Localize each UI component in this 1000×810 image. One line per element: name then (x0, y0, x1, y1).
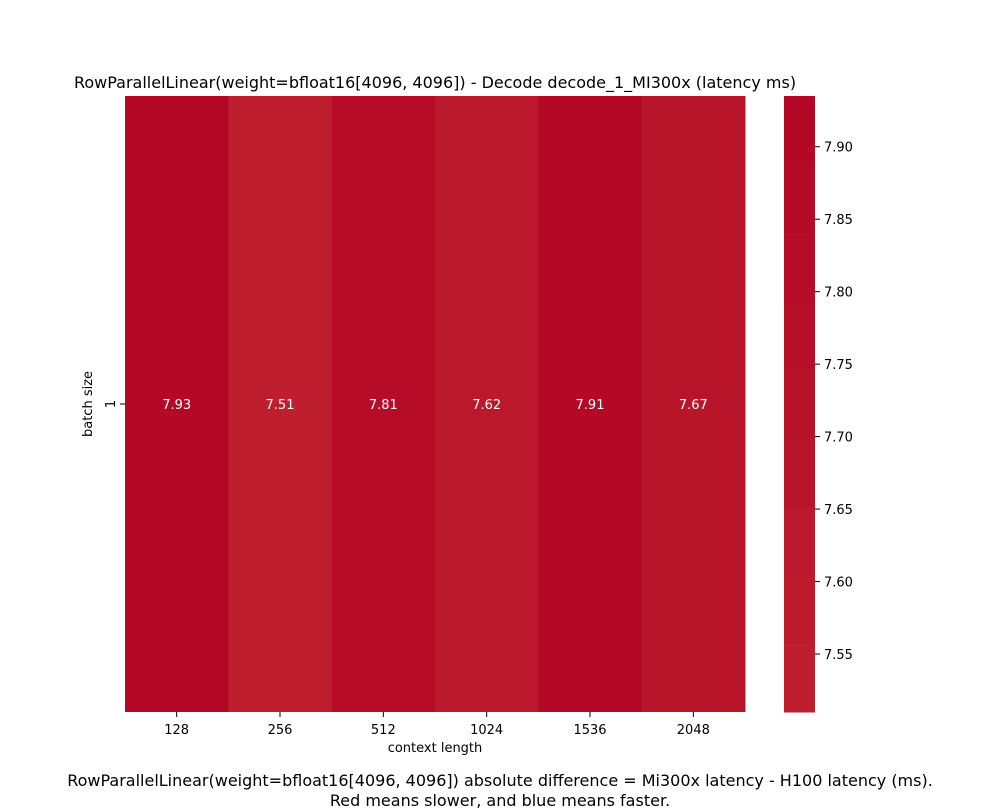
heatmap-chart: RowParallelLinear(weight=bfloat16[4096, … (74, 73, 853, 756)
colorbar-band (784, 575, 815, 645)
colorbar-tick-label: 7.85 (824, 213, 853, 228)
colorbar-tick-label: 7.80 (824, 286, 853, 301)
cell-value-label: 7.93 (162, 398, 191, 413)
colorbar-band (784, 96, 815, 165)
caption-line-1: RowParallelLinear(weight=bfloat16[4096, … (67, 771, 933, 790)
colorbar-tick-label: 7.55 (824, 648, 853, 663)
colorbar-tick-label: 7.65 (824, 503, 853, 518)
heatmap-cell (435, 96, 539, 712)
heatmap-cell (641, 96, 746, 712)
caption-line-2: Red means slower, and blue means faster. (329, 791, 671, 810)
cell-value-label: 7.91 (576, 398, 605, 413)
x-axis-label: context length (388, 741, 483, 756)
y-tick-label: 1 (104, 400, 119, 408)
heatmap-cell (125, 96, 229, 712)
colorbar-tick-label: 7.90 (824, 141, 853, 156)
colorbar-band (784, 643, 815, 713)
colorbar-band (784, 438, 815, 508)
heatmap-cell (228, 96, 333, 712)
cell-value-label: 7.67 (679, 398, 708, 413)
cell-value-label: 7.51 (266, 398, 295, 413)
x-tick-label: 2048 (677, 723, 710, 738)
cell-value-label: 7.62 (472, 398, 501, 413)
y-axis-label: batch size (81, 371, 96, 437)
colorbar-tick-label: 7.75 (824, 358, 853, 373)
cell-value-labels: 7.93 7.51 7.81 7.62 7.91 7.67 (162, 398, 708, 413)
heatmap-cell (538, 96, 643, 712)
colorbar-tick-label: 7.60 (824, 576, 853, 591)
colorbar-tick-label: 7.70 (824, 431, 853, 446)
x-tick-label: 1536 (573, 723, 606, 738)
colorbar-band (784, 232, 815, 302)
heatmap-cell (331, 96, 436, 712)
colorbar-ticks: 7.55 7.60 7.65 7.70 7.75 7.80 7.85 7.90 (815, 141, 853, 663)
cell-value-label: 7.81 (369, 398, 398, 413)
x-tick-label: 256 (268, 723, 293, 738)
y-axis-ticks: 1 (104, 400, 125, 408)
heatmap-cells (125, 96, 746, 712)
colorbar-band (784, 369, 815, 439)
colorbar-band (784, 301, 815, 371)
x-axis-ticks: 128 256 512 1024 1536 2048 (164, 712, 710, 738)
colorbar-band (784, 164, 815, 234)
x-tick-label: 1024 (470, 723, 503, 738)
colorbar (784, 96, 815, 713)
chart-title: RowParallelLinear(weight=bfloat16[4096, … (74, 73, 796, 93)
x-tick-label: 512 (371, 723, 396, 738)
colorbar-band (784, 506, 815, 576)
x-tick-label: 128 (164, 723, 189, 738)
